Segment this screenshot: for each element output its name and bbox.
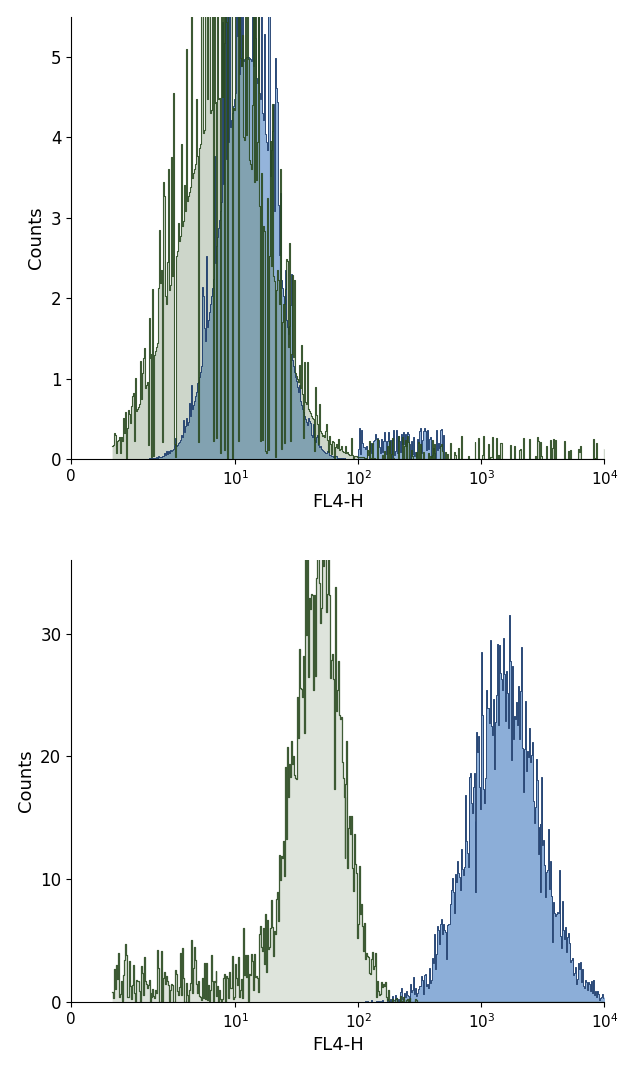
Y-axis label: Counts: Counts [27,207,45,269]
X-axis label: FL4-H: FL4-H [312,1037,364,1054]
X-axis label: FL4-H: FL4-H [312,493,364,511]
Y-axis label: Counts: Counts [17,750,35,813]
